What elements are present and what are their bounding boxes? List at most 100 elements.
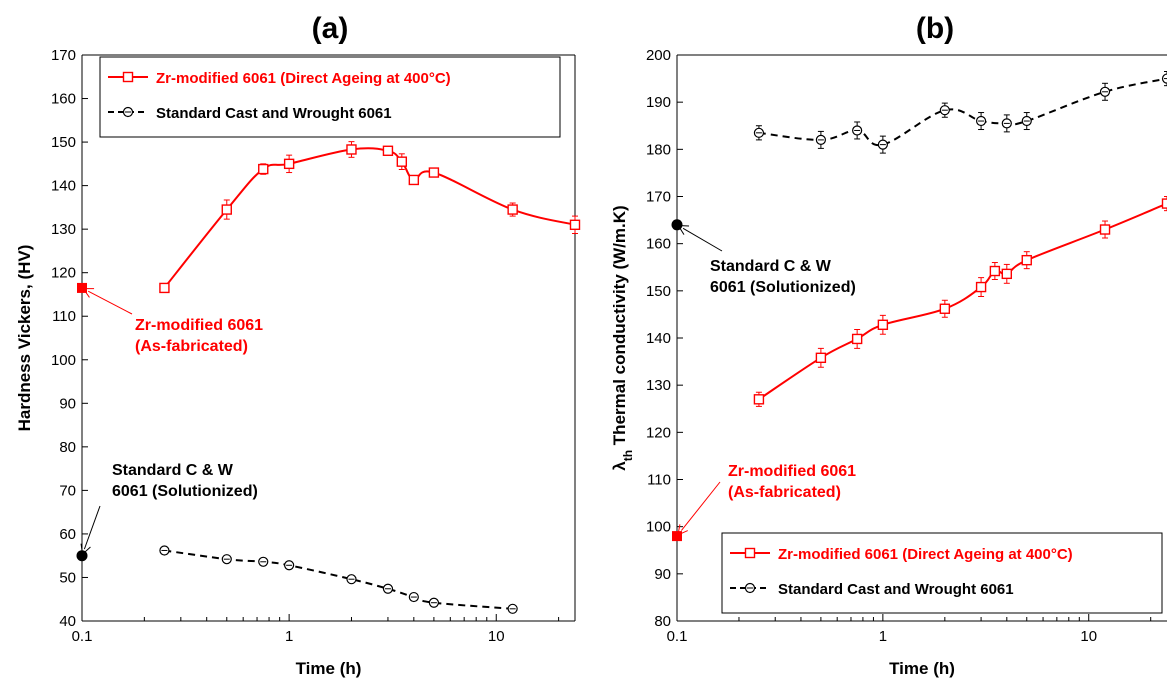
data-point [346, 144, 357, 155]
series-line [758, 77, 1167, 147]
annotation: Zr-modified 6061 (As-fabricated) [77, 282, 263, 355]
legend-box [99, 56, 561, 138]
y-tick-label: 170 [51, 47, 76, 64]
data-point [815, 134, 826, 145]
data-point [1001, 268, 1013, 280]
x-axis-label: Time (h) [296, 659, 362, 678]
annotation-text: Zr-modified 6061 [135, 317, 263, 334]
data-point [428, 167, 440, 178]
data-point [159, 545, 170, 556]
x-tick-label: 10 [488, 628, 505, 645]
legend-box [721, 532, 1163, 614]
data-point [1021, 254, 1032, 266]
y-tick-label: 100 [646, 519, 671, 536]
data-point [975, 281, 987, 293]
annotation-marker [671, 219, 683, 231]
panel-label: (a) [312, 12, 349, 45]
x-tick-label: 1 [285, 628, 293, 645]
data-point [221, 554, 232, 565]
y-tick-label: 200 [646, 47, 671, 64]
legend-marker [744, 582, 756, 594]
y-tick-label: 120 [51, 265, 76, 282]
y-tick-label: 150 [646, 283, 671, 300]
annotation-arrow [680, 481, 721, 531]
annotation-text: Standard C & W [112, 462, 234, 479]
y-tick-label: 100 [51, 352, 76, 369]
data-point [939, 303, 951, 314]
data-point [284, 560, 295, 571]
data-point [507, 204, 518, 215]
legend-entry: Zr-modified 6061 (Direct Ageing at 400°C… [108, 70, 451, 87]
y-tick-label: 160 [646, 236, 671, 253]
y-tick-label: 110 [52, 308, 76, 325]
y-tick-label: 130 [51, 221, 76, 238]
y-tick-label: 140 [51, 178, 76, 195]
data-point [753, 127, 765, 138]
data-point [569, 219, 581, 231]
data-point [428, 597, 439, 608]
annotation-text: 6061 (Solutionized) [112, 483, 258, 500]
x-tick-label: 0.1 [72, 628, 93, 645]
data-point [408, 174, 420, 186]
x-tick-label: 10 [1080, 628, 1097, 645]
series-line [163, 147, 576, 289]
data-point [939, 105, 950, 116]
plot-area [159, 141, 581, 614]
legend-entry: Standard Cast and Wrought 6061 [730, 581, 1014, 598]
plot-area [753, 71, 1167, 407]
series-zr-modified [159, 141, 581, 294]
data-point [1021, 115, 1032, 127]
annotation-text: (As-fabricated) [728, 484, 841, 501]
y-tick-label: 180 [646, 141, 671, 158]
data-point [346, 574, 357, 585]
y-tick-label: 90 [59, 395, 76, 412]
annotation-arrow [87, 290, 133, 315]
data-point [258, 556, 269, 567]
y-tick-label: 130 [646, 377, 671, 394]
legend-entry: Zr-modified 6061 (Direct Ageing at 400°C… [730, 546, 1073, 563]
legend-marker [122, 71, 134, 83]
y-tick-label: 60 [59, 526, 76, 543]
annotation: Standard C & W 6061 (Solutionized) [671, 219, 856, 296]
series-standard [753, 71, 1167, 154]
y-tick-label: 150 [51, 134, 76, 151]
y-tick-label: 170 [646, 189, 671, 206]
y-tick-label: 70 [59, 482, 76, 499]
annotation: Zr-modified 6061 (As-fabricated) [672, 463, 856, 542]
data-point [1161, 73, 1167, 84]
data-point [221, 204, 232, 215]
y-axis-label: Hardness Vickers, (HV) [15, 245, 34, 432]
data-point [1161, 198, 1167, 209]
data-point [975, 115, 987, 127]
data-point [852, 125, 863, 136]
panel-label: (b) [916, 12, 954, 45]
legend-label: Zr-modified 6061 (Direct Ageing at 400°C… [778, 546, 1073, 563]
legend: Zr-modified 6061 (Direct Ageing at 400°C… [721, 532, 1163, 614]
legend-label: Standard Cast and Wrought 6061 [778, 581, 1014, 598]
legend: Zr-modified 6061 (Direct Ageing at 400°C… [99, 56, 561, 138]
x-tick-label: 1 [879, 628, 887, 645]
data-point [815, 352, 827, 364]
y-tick-label: 90 [654, 566, 671, 583]
annotation-text: Zr-modified 6061 [728, 463, 856, 480]
annotation-text: (As-fabricated) [135, 338, 248, 355]
y-tick-label: 80 [654, 613, 671, 630]
y-tick-label: 40 [59, 613, 76, 630]
data-point [877, 139, 888, 150]
y-tick-label: 160 [51, 91, 76, 108]
annotation-arrow [83, 505, 101, 550]
data-point [507, 603, 518, 614]
data-point [159, 282, 170, 294]
series-standard [159, 545, 518, 614]
data-point [382, 145, 394, 156]
annotation-marker [77, 282, 87, 293]
annotation-text: Standard C & W [710, 258, 832, 275]
y-tick-label: 80 [59, 439, 76, 456]
y-tick-label: 140 [646, 330, 671, 347]
legend-marker [744, 547, 756, 559]
data-point [877, 319, 889, 330]
error-bar [1164, 71, 1167, 87]
data-point [989, 265, 1001, 277]
annotation-marker [76, 550, 88, 562]
